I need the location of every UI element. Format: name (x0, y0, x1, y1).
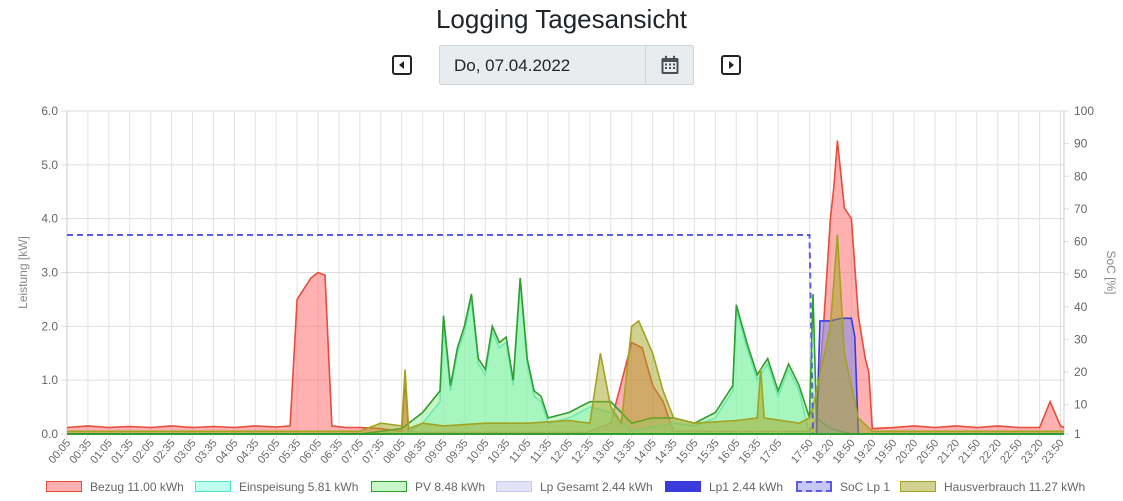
series-0-area (67, 140, 1064, 434)
y2-tick-label: 60 (1074, 235, 1088, 249)
x-tick-label: 08:35 (402, 437, 429, 466)
x-tick-label: 23:20 (1019, 437, 1046, 466)
chart-legend: Bezug 11.00 kWh Einspeisung 5.81 kWh PV 8.… (0, 480, 1123, 498)
legend-label: Bezug 11.00 kWh (90, 480, 184, 494)
x-tick-label: 07:35 (360, 437, 387, 466)
y2-tick-label: 10 (1074, 398, 1088, 412)
y2-tick-label: 20 (1074, 365, 1088, 379)
y2-tick-label: 80 (1074, 169, 1088, 183)
x-tick-label: 10:05 (465, 437, 492, 466)
x-tick-label: 14:35 (653, 437, 680, 466)
x-tick-label: 16:35 (737, 437, 764, 466)
x-tick-label: 06:35 (318, 437, 345, 466)
legend-label: Hausverbrauch 11.27 kWh (944, 480, 1086, 494)
legend-label: Lp1 2.44 kWh (709, 480, 784, 494)
y-tick-label: 6.0 (41, 104, 58, 118)
legend-swatch (900, 481, 936, 492)
x-tick-label: 02:35 (151, 437, 178, 466)
x-tick-label: 00:35 (67, 437, 94, 466)
y-tick-label: 3.0 (41, 266, 58, 280)
x-tick-label: 10:35 (486, 437, 513, 466)
x-tick-label: 05:35 (276, 437, 303, 466)
x-tick-label: 19:20 (852, 437, 879, 466)
y-tick-label: 5.0 (41, 158, 58, 172)
y-axis-title: Leistung [kW] (16, 236, 30, 309)
y2-tick-label: 100 (1074, 104, 1094, 118)
x-tick-label: 19:50 (873, 437, 900, 466)
y2-tick-label: 90 (1074, 137, 1088, 151)
x-tick-label: 16:05 (716, 437, 743, 466)
x-tick-label: 21:20 (935, 437, 962, 466)
x-tick-label: 01:35 (109, 437, 136, 466)
next-day-button[interactable] (721, 55, 741, 75)
y-tick-label: 2.0 (41, 319, 58, 333)
x-tick-label: 13:05 (590, 437, 617, 466)
x-tick-label: 07:05 (339, 437, 366, 466)
caret-left-icon (399, 61, 404, 69)
x-tick-label: 01:05 (88, 437, 115, 466)
series-5-line (67, 234, 1064, 435)
y2-tick-label: 50 (1074, 267, 1088, 281)
x-tick-label: 02:05 (130, 437, 157, 466)
date-navigation: Do, 07.04.2022 (390, 45, 750, 87)
x-tick-label: 22:50 (998, 437, 1025, 466)
x-tick-label: 23:50 (1040, 437, 1067, 466)
legend-swatch (371, 481, 407, 492)
legend-label: SoC Lp 1 (840, 480, 891, 494)
x-tick-label: 06:05 (297, 437, 324, 466)
x-tick-label: 20:20 (894, 437, 921, 466)
legend-label: Lp Gesamt 2.44 kWh (540, 480, 653, 494)
legend-label: Einspeisung 5.81 kWh (239, 480, 359, 494)
x-tick-label: 04:05 (214, 437, 241, 466)
x-tick-label: 17:05 (758, 437, 785, 466)
date-input[interactable]: Do, 07.04.2022 (439, 45, 645, 85)
y2-tick-label: 1 (1074, 427, 1081, 441)
x-tick-label: 22:20 (977, 437, 1004, 466)
x-tick-label: 03:35 (193, 437, 220, 466)
power-chart: 0.0 1.0 2.0 3.0 4.0 5.0 6.0 1 10 20 30 40 50 60 70 80 90… (16, 104, 1118, 466)
x-tick-label: 18:20 (810, 437, 837, 466)
x-tick-label: 18:50 (831, 437, 858, 466)
x-tick-label: 11:05 (507, 437, 533, 465)
legend-label: PV 8.48 kWh (415, 480, 486, 494)
x-tick-label: 15:35 (695, 437, 722, 466)
x-tick-label: 00:05 (46, 437, 73, 466)
y2-tick-label: 70 (1074, 202, 1088, 216)
x-tick-label: 09:35 (444, 437, 471, 466)
legend-swatch (665, 481, 701, 492)
y-tick-label: 0.0 (41, 427, 58, 441)
x-tick-label: 14:05 (632, 437, 659, 466)
legend-swatch (496, 481, 532, 492)
y-tick-label: 1.0 (41, 373, 58, 387)
legend-swatch (796, 481, 832, 492)
y2-tick-label: 30 (1074, 332, 1088, 346)
x-tick-label: 09:05 (423, 437, 450, 466)
x-tick-label: 21:50 (956, 437, 983, 466)
x-tick-label: 20:50 (914, 437, 941, 466)
x-tick-label: 13:35 (611, 437, 638, 466)
series-2-area (359, 277, 852, 434)
x-tick-label: 15:05 (674, 437, 701, 466)
series-2-line (359, 277, 852, 435)
x-tick-label: 03:05 (172, 437, 199, 466)
legend-swatch (46, 481, 82, 492)
calendar-icon (661, 55, 679, 74)
x-tick-label: 17:50 (789, 437, 816, 466)
x-tick-label: 08:05 (381, 437, 408, 466)
y2-axis-title: SoC [%] (1104, 250, 1118, 294)
x-tick-label: 05:05 (256, 437, 283, 466)
x-tick-label: 04:35 (235, 437, 262, 466)
y-tick-label: 4.0 (41, 212, 58, 226)
y2-tick-label: 40 (1074, 300, 1088, 314)
page-title: Logging Tagesansicht (435, 4, 688, 34)
x-tick-label: 12:35 (569, 437, 596, 466)
previous-day-button[interactable] (392, 55, 412, 75)
x-tick-label: 12:05 (548, 437, 575, 466)
caret-right-icon (729, 61, 734, 69)
calendar-button[interactable] (645, 45, 694, 85)
series-6-line (67, 234, 1064, 433)
legend-swatch (195, 481, 231, 492)
